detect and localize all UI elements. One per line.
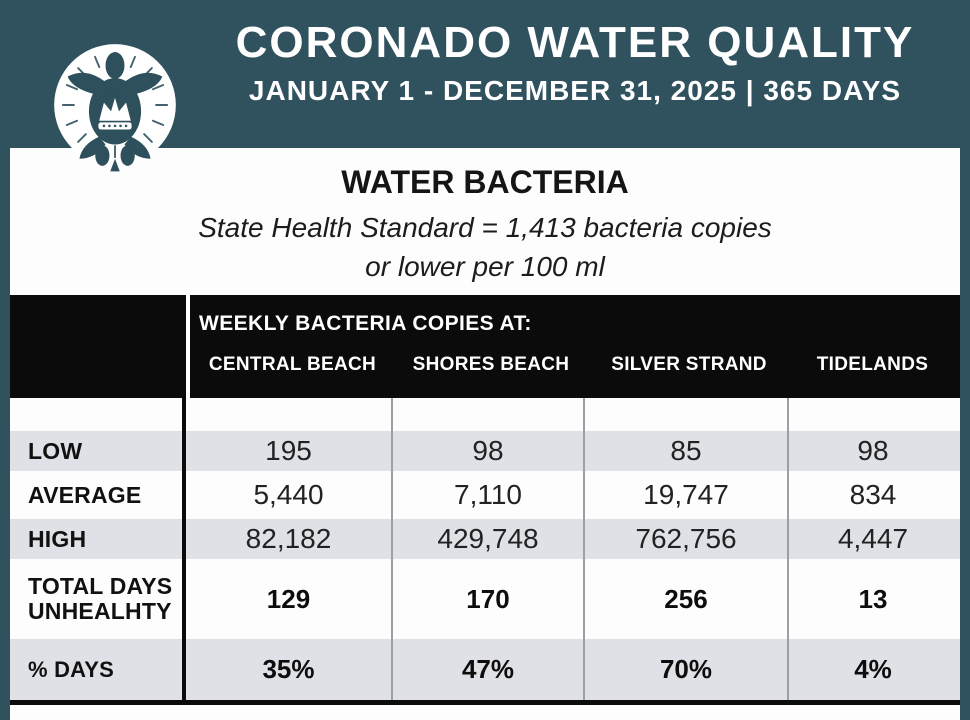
value-average-tidelands: 834 <box>787 471 957 519</box>
table-row-total-days-unhealthy: TOTAL DAYS UNHEALHTY 129 170 256 13 <box>10 559 960 639</box>
row-label-low: LOW <box>10 431 186 471</box>
value-high-shores: 429,748 <box>391 519 583 559</box>
table-header: WEEKLY BACTERIA COPIES AT: CENTRAL BEACH… <box>10 295 960 398</box>
column-header-tidelands: TIDELANDS <box>816 354 929 375</box>
section-header: WATER BACTERIA State Health Standard = 1… <box>10 148 960 286</box>
spacer-row <box>10 398 960 431</box>
spacer-cell <box>583 398 787 431</box>
column-header-silver-strand: SILVER STRAND <box>611 354 767 375</box>
value-pct-shores: 47% <box>391 639 583 700</box>
value-high-silver-strand: 762,756 <box>583 519 787 559</box>
spacer-label <box>10 398 186 431</box>
column-header-shores-beach: SHORES BEACH <box>412 354 570 375</box>
content-panel: WATER BACTERIA State Health Standard = 1… <box>10 148 960 720</box>
section-title: WATER BACTERIA <box>341 164 629 200</box>
health-standard-note: State Health Standard = 1,413 bacteria c… <box>10 209 960 286</box>
row-label-high: HIGH <box>10 519 186 559</box>
turtle-crown-logo-svg <box>54 44 176 172</box>
value-pct-central: 35% <box>262 654 315 684</box>
header-title-block: CORONADO WATER QUALITY JANUARY 1 - DECEM… <box>200 18 950 107</box>
value-low-tidelands: 98 <box>787 431 957 471</box>
table-header-corner <box>10 295 186 398</box>
table-row-percent-days: % DAYS 35% 47% 70% 4% <box>10 639 960 700</box>
table-row-high: HIGH 82,182 429,748 762,756 4,447 <box>10 519 960 559</box>
value-pct-silver-strand: 70% <box>583 639 787 700</box>
column-header-central-beach: CENTRAL BEACH <box>208 354 377 375</box>
table-row-low: LOW 195 98 85 98 <box>10 431 960 471</box>
turtle-crown-logo <box>36 26 194 184</box>
value-average-central: 5,440 <box>253 479 324 510</box>
value-low-central: 195 <box>265 435 312 466</box>
bacteria-table: WEEKLY BACTERIA COPIES AT: CENTRAL BEACH… <box>10 295 960 705</box>
value-high-central: 82,182 <box>245 523 332 554</box>
value-high-tidelands: 4,447 <box>787 519 957 559</box>
value-days-silver-strand: 256 <box>583 559 787 639</box>
page-title: CORONADO WATER QUALITY <box>235 18 915 67</box>
table-header-title: WEEKLY BACTERIA COPIES AT: <box>199 312 532 335</box>
date-range-subtitle: JANUARY 1 - DECEMBER 31, 2025 | 365 DAYS <box>248 75 902 107</box>
value-pct-tidelands: 4% <box>787 639 957 700</box>
value-days-shores: 170 <box>391 559 583 639</box>
spacer-cell <box>787 398 957 431</box>
value-low-shores: 98 <box>391 431 583 471</box>
table-row-average: AVERAGE 5,440 7,110 19,747 834 <box>10 471 960 519</box>
table-header-main: WEEKLY BACTERIA COPIES AT: CENTRAL BEACH… <box>186 295 960 398</box>
row-label-total-days-unhealthy: TOTAL DAYS UNHEALHTY <box>10 559 186 639</box>
value-low-silver-strand: 85 <box>583 431 787 471</box>
value-days-central: 129 <box>266 583 311 614</box>
value-average-shores: 7,110 <box>391 471 583 519</box>
column-header-row: CENTRAL BEACH SHORES BEACH SILVER STRAND… <box>190 354 960 376</box>
row-label-average: AVERAGE <box>10 471 186 519</box>
spacer-cell <box>186 398 391 431</box>
spacer-cell <box>391 398 583 431</box>
value-days-tidelands: 13 <box>787 559 957 639</box>
health-standard-line1: State Health Standard = 1,413 bacteria c… <box>198 212 772 243</box>
row-label-percent-days: % DAYS <box>10 639 186 700</box>
table-body: LOW 195 98 85 98 AVERAGE 5,440 7,110 19,… <box>10 398 960 705</box>
value-average-silver-strand: 19,747 <box>583 471 787 519</box>
health-standard-line2: or lower per 100 ml <box>365 250 605 282</box>
